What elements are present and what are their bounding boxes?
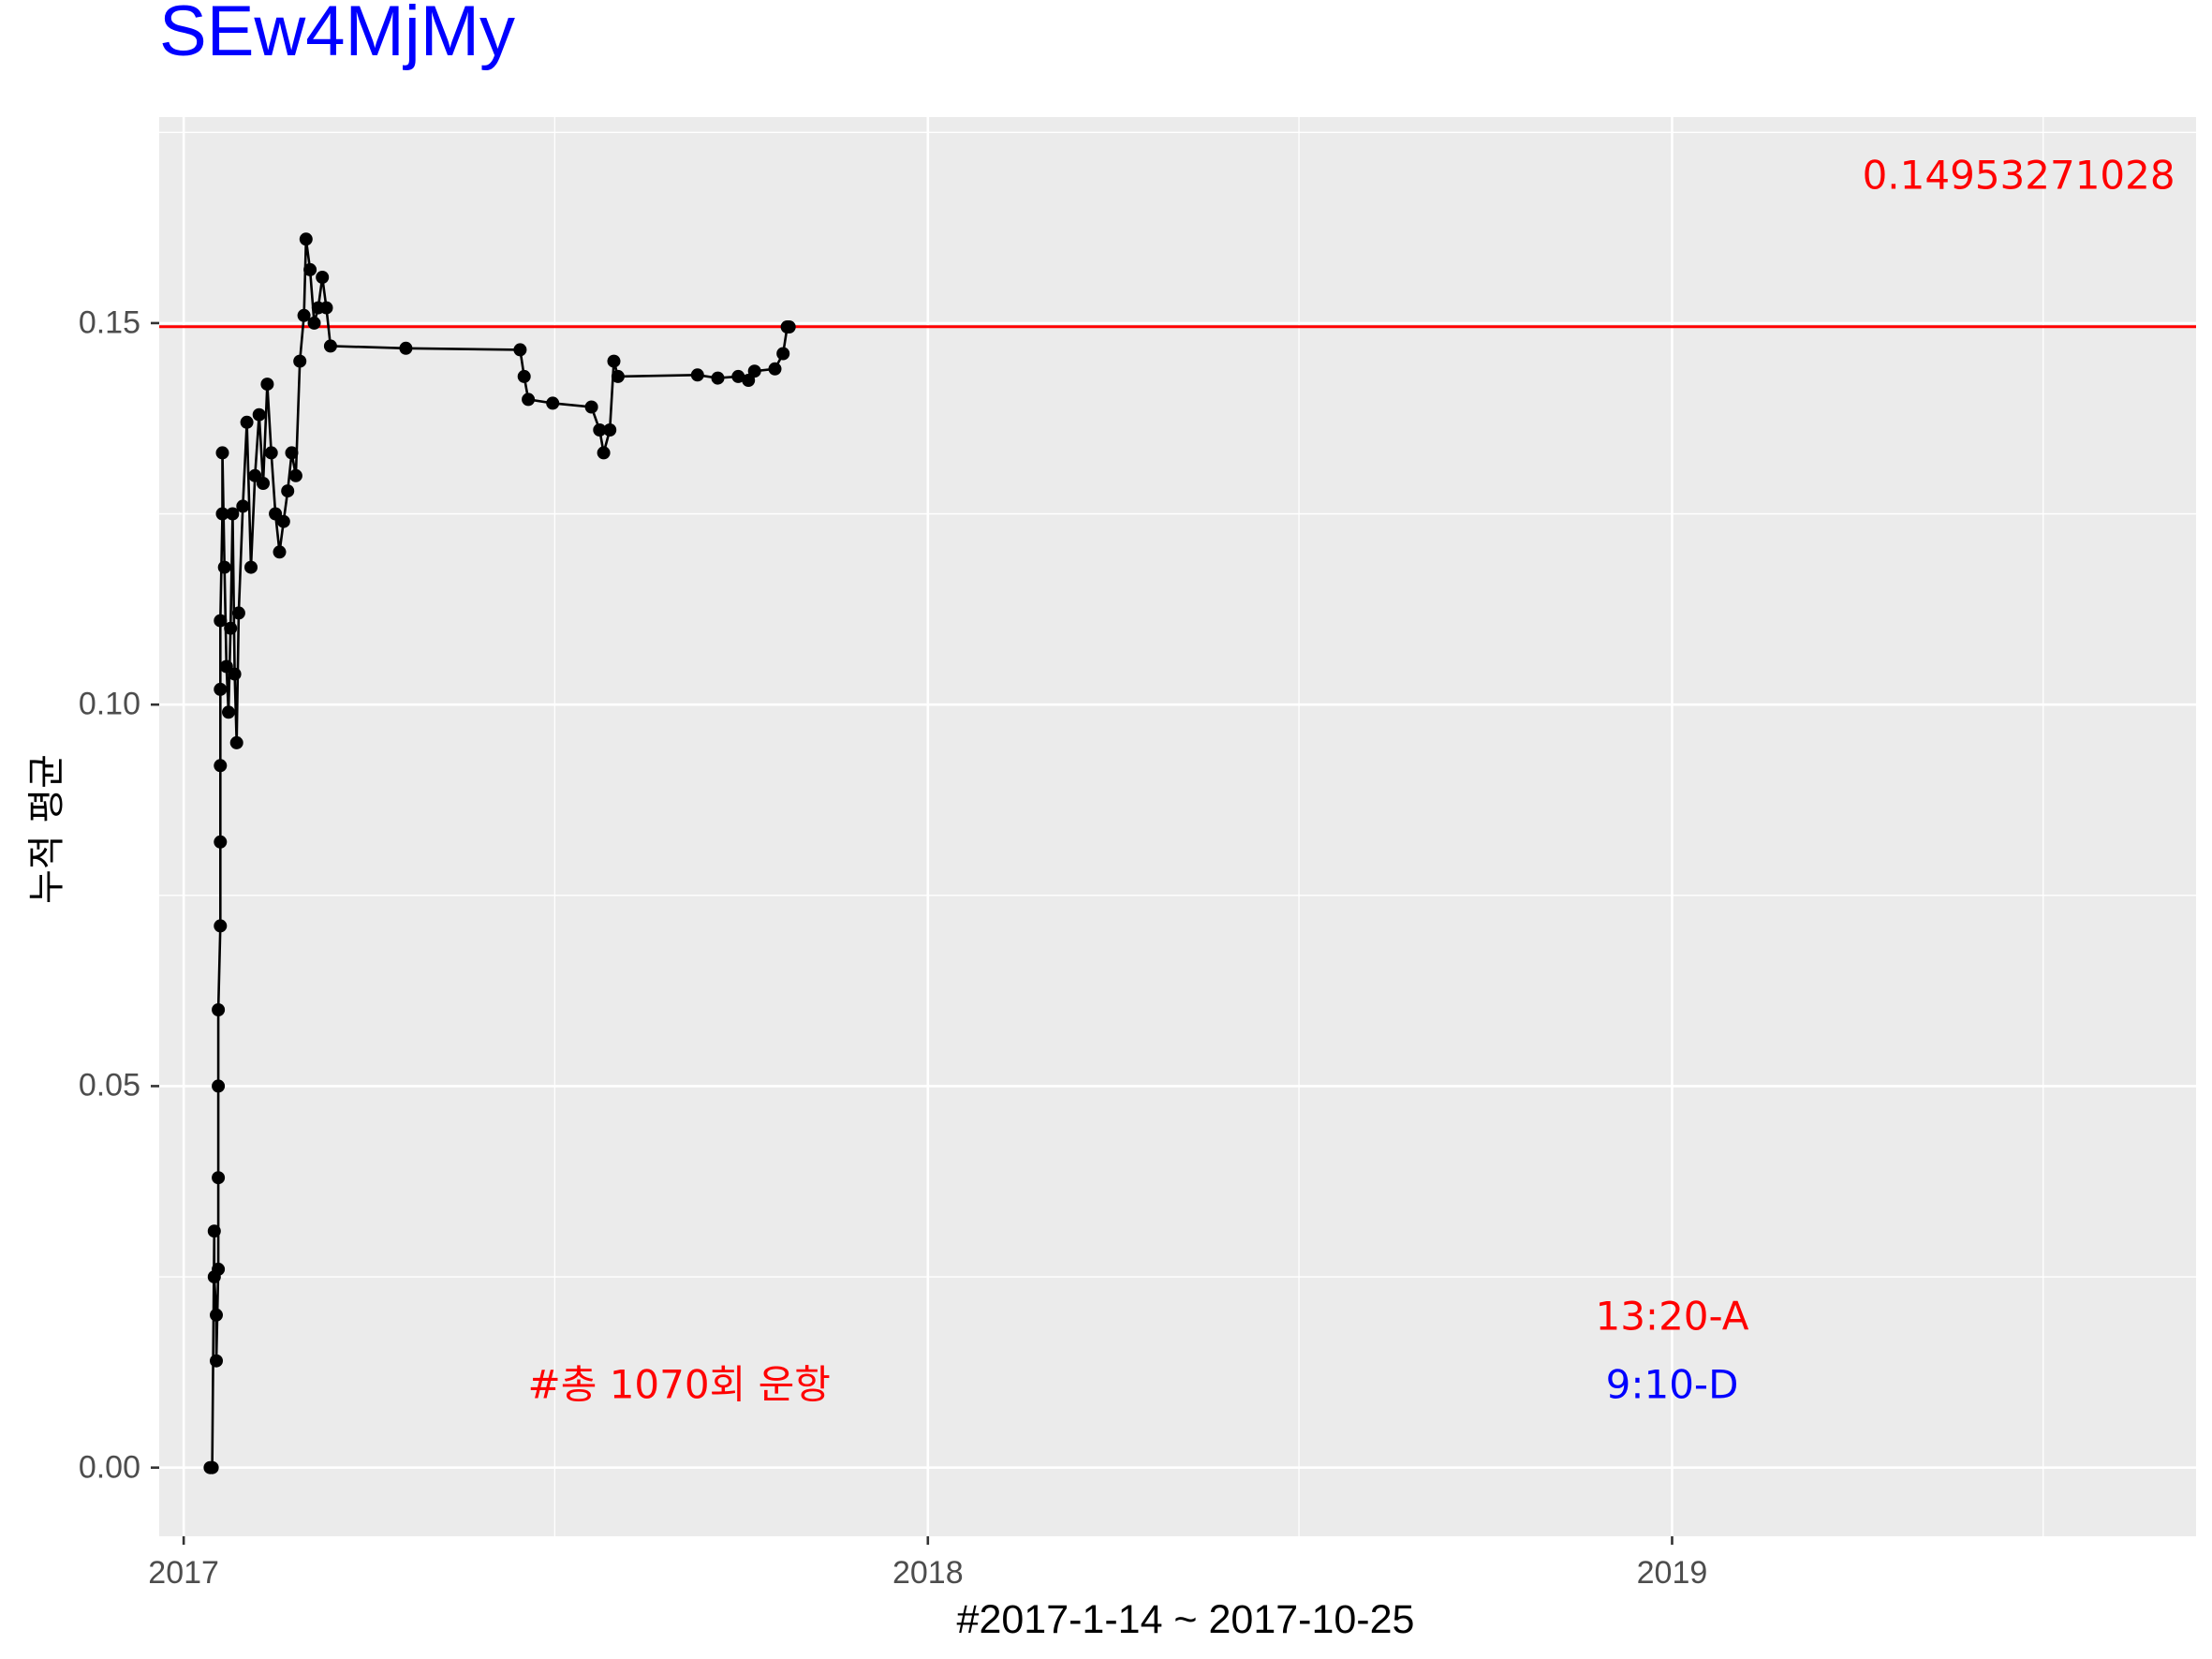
data-point (711, 371, 725, 385)
data-point (215, 446, 229, 460)
data-point (611, 369, 625, 383)
data-point (226, 507, 240, 521)
data-point (584, 400, 598, 414)
x-tick-label: 2019 (1636, 1555, 1708, 1591)
data-point (399, 341, 413, 355)
series-layer (203, 232, 796, 1474)
data-point (210, 1308, 223, 1322)
data-point (546, 396, 560, 410)
data-point (214, 614, 228, 628)
data-point (212, 1003, 226, 1016)
data-point (214, 919, 228, 933)
data-point (607, 354, 621, 368)
data-point (293, 354, 307, 368)
data-point (205, 1460, 219, 1474)
data-point (288, 468, 302, 482)
data-point (212, 1171, 226, 1185)
data-point (240, 415, 254, 429)
data-point (307, 316, 321, 330)
data-point (214, 682, 228, 696)
data-point (264, 446, 278, 460)
data-point (776, 347, 790, 361)
data-point (597, 446, 611, 460)
y-tick-label: 0.10 (78, 686, 140, 722)
data-point (212, 1079, 226, 1093)
data-point (210, 1354, 223, 1368)
x-axis-label: #2017-1-14 ~ 2017-10-25 (956, 1597, 1415, 1642)
data-point (252, 407, 266, 422)
data-point (690, 368, 704, 382)
x-tick-label: 2017 (148, 1555, 219, 1591)
data-point (219, 659, 233, 674)
annotation-text: 13:20-A (1595, 1293, 1748, 1339)
data-point (593, 423, 607, 437)
data-point (782, 320, 796, 333)
tick-marks (151, 321, 1674, 1545)
data-point (768, 362, 782, 376)
data-point (517, 369, 531, 383)
data-point (603, 423, 617, 437)
data-point (236, 499, 250, 513)
data-point (231, 606, 245, 620)
data-point (297, 308, 311, 322)
plot-panel (159, 117, 2196, 1536)
data-point (257, 477, 270, 490)
data-point (299, 232, 313, 246)
minor-grid (159, 117, 2196, 1536)
data-point (522, 393, 536, 407)
data-point (212, 1262, 226, 1276)
data-point (248, 468, 262, 482)
data-point (260, 378, 274, 392)
data-point (215, 507, 229, 521)
data-point (747, 364, 761, 378)
data-point (228, 667, 242, 681)
data-point (316, 271, 330, 284)
data-point (214, 835, 228, 849)
data-point (303, 262, 317, 276)
data-point (285, 446, 299, 460)
data-point (281, 484, 295, 498)
annotation-layer: 0.14953271028 13:20-A 9:10-D #총 1070회 운항 (528, 153, 2175, 1408)
y-tick-label: 0.15 (78, 304, 140, 341)
data-point (207, 1224, 221, 1238)
data-point (229, 735, 243, 749)
data-point (244, 560, 258, 574)
y-axis-label: 누적 평균 (25, 754, 68, 904)
data-point (276, 514, 290, 528)
data-point (222, 705, 235, 719)
data-point (214, 759, 228, 773)
major-grid (159, 117, 2196, 1536)
y-tick-label: 0.00 (78, 1449, 140, 1486)
data-point (224, 621, 238, 635)
data-point (217, 560, 231, 574)
data-point (323, 339, 337, 353)
x-tick-label: 2018 (892, 1555, 964, 1591)
chart-title: SEw4MjMy (159, 0, 516, 71)
annotation-text: #총 1070회 운항 (528, 1362, 831, 1408)
data-point (269, 507, 283, 521)
data-point (513, 343, 527, 357)
annotation-text: 9:10-D (1606, 1362, 1739, 1408)
data-point (319, 301, 333, 315)
annotation-text: 0.14953271028 (1863, 153, 2175, 199)
data-point (731, 369, 745, 383)
data-point (273, 545, 287, 559)
y-tick-label: 0.05 (78, 1067, 140, 1104)
